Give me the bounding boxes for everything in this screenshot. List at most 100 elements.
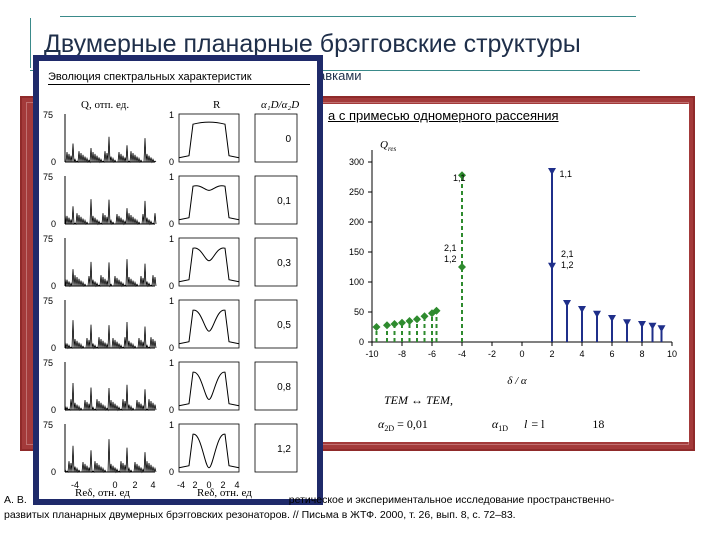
formula-line-2: α2D = 0,01 α1D l = l 18 bbox=[378, 417, 604, 433]
r-row-curve bbox=[178, 185, 240, 221]
r-x-tick: 0 bbox=[206, 480, 211, 490]
title-vertical-rule bbox=[30, 18, 31, 68]
ratio-value: 0,1 bbox=[277, 196, 291, 207]
q-chart-labels: -10 -8 -6 -4 -2 0 2 4 6 8 100501001502002503001,12… bbox=[349, 157, 677, 359]
x-tick-label: -2 bbox=[488, 349, 496, 359]
r-tick-bottom: 0 bbox=[169, 219, 174, 229]
q-point-diamond bbox=[420, 312, 429, 321]
q-tick-bottom: 0 bbox=[51, 281, 56, 291]
reference-citation: А. В. ретическое и экспериментальное иссл… bbox=[4, 493, 716, 523]
q-point-diamond bbox=[458, 171, 466, 180]
r-x-tick: -4 bbox=[177, 480, 185, 490]
ratio-row-frame bbox=[254, 361, 298, 411]
q-row-spectrum bbox=[65, 136, 157, 164]
reference-title-tail: ретическое и экспериментальное исследова… bbox=[288, 494, 615, 506]
r-tick-bottom: 0 bbox=[169, 405, 174, 415]
r-tick-top: 1 bbox=[169, 358, 174, 368]
q-point-diamond bbox=[432, 306, 441, 315]
q-point-diamond bbox=[413, 315, 421, 324]
spectral-evolution-grid: Q, отп. ед. R α₁D/α₂D 75 0 1 0 0 75 0 1 0 0,1 75 0 1… bbox=[43, 99, 299, 499]
r-row-curve bbox=[178, 121, 240, 159]
formula-line-1: TEM ↔ TEM, bbox=[384, 393, 453, 407]
q-chart-xlabel: δ / α bbox=[507, 375, 527, 387]
x-tick-label: -6 bbox=[428, 349, 436, 359]
q-point-diamond bbox=[398, 318, 406, 327]
q-point-triangle bbox=[548, 262, 556, 270]
q-res-chart: -10 -8 -6 -4 -2 0 2 4 6 8 100501001502002503001,12… bbox=[349, 139, 677, 433]
spectral-evolution-panel bbox=[33, 55, 323, 505]
r-tick-bottom: 0 bbox=[169, 343, 174, 353]
r-row-frame bbox=[178, 299, 240, 349]
q-tick-bottom: 0 bbox=[51, 405, 56, 415]
ratio-row-frame bbox=[254, 237, 298, 287]
x-tick-label: -8 bbox=[398, 349, 406, 359]
r-tick-top: 1 bbox=[169, 172, 174, 182]
q-point-triangle bbox=[638, 321, 646, 328]
q-point-triangle bbox=[648, 322, 657, 330]
ratio-row-frame bbox=[254, 299, 298, 349]
q-point-triangle bbox=[623, 319, 631, 327]
ratio-value: 1,2 bbox=[277, 444, 291, 455]
ratio-value: 0 bbox=[285, 134, 291, 145]
q-point-diamond bbox=[458, 263, 466, 271]
r-column-header: R bbox=[213, 99, 221, 111]
x-tick-label: -4 bbox=[458, 349, 466, 359]
r-row-curve bbox=[178, 247, 240, 283]
x-tick-label: 6 bbox=[609, 349, 614, 359]
q-x-tick: 2 bbox=[132, 480, 137, 490]
ratio-row-frame bbox=[254, 423, 298, 473]
q-tick-top: 75 bbox=[43, 358, 53, 368]
ratio-column-header: α₁D/α₂D bbox=[261, 99, 299, 111]
r-row-frame bbox=[178, 113, 240, 163]
r-row-frame bbox=[178, 175, 240, 225]
evo-q-xlabel: Reδ, отн. ед bbox=[75, 487, 130, 499]
ratio-value: 0,3 bbox=[277, 258, 291, 269]
title-top-rule bbox=[60, 16, 636, 17]
evolution-row: 75 0 1 0 0,1 bbox=[43, 172, 298, 229]
y-tick-label: 300 bbox=[349, 157, 364, 167]
q-point-diamond bbox=[372, 323, 381, 331]
q-tick-bottom: 0 bbox=[51, 467, 56, 477]
r-x-tick: 2 bbox=[192, 480, 197, 490]
x-tick-label: 2 bbox=[549, 349, 554, 359]
q-tick-bottom: 0 bbox=[51, 343, 56, 353]
r-tick-bottom: 0 bbox=[169, 157, 174, 167]
r-tick-top: 1 bbox=[169, 110, 174, 120]
mode-annotation: 1,2 bbox=[561, 260, 574, 270]
q-x-tick: 0 bbox=[112, 480, 117, 490]
r-x-tick: 4 bbox=[234, 480, 239, 490]
q-point-diamond bbox=[405, 317, 414, 325]
resonance-q-plot-panel bbox=[322, 104, 689, 442]
q-x-tick: -4 bbox=[71, 480, 79, 490]
x-tick-label: 10 bbox=[667, 349, 677, 359]
q-chart-marks bbox=[372, 168, 666, 342]
r-tick-bottom: 0 bbox=[169, 281, 174, 291]
q-point-diamond bbox=[390, 320, 399, 328]
q-point-triangle bbox=[593, 310, 601, 318]
x-tick-label: -10 bbox=[365, 349, 378, 359]
evolution-row: 75 0 1 0 0,8 bbox=[43, 358, 298, 415]
y-tick-label: 250 bbox=[349, 187, 364, 197]
q-tick-top: 75 bbox=[43, 420, 53, 430]
q-column-header: Q, отп. ед. bbox=[81, 99, 129, 111]
evolution-row: 75 0 1 0 1,2 bbox=[43, 420, 298, 477]
evolution-row: 75 0 1 0 0 bbox=[43, 110, 298, 167]
mode-annotation: 1,1 bbox=[560, 169, 573, 179]
evo-r-xlabel: Reδ, отн. ед bbox=[197, 487, 252, 499]
mode-annotation: 2,1 bbox=[561, 249, 574, 259]
q-row-spectrum bbox=[64, 382, 157, 412]
q-point-triangle bbox=[563, 300, 571, 307]
y-tick-label: 100 bbox=[349, 277, 364, 287]
ratio-row-frame bbox=[254, 175, 298, 225]
plot-caption: а с примесью одномерного рассеяния bbox=[328, 108, 559, 123]
ratio-row-frame bbox=[254, 113, 298, 163]
r-row-curve bbox=[178, 371, 240, 407]
r-x-tick: 2 bbox=[220, 480, 225, 490]
evolution-row: 75 0 1 0 0,3 bbox=[43, 234, 298, 291]
q-tick-top: 75 bbox=[43, 234, 53, 244]
slide-title: Двумерные планарные брэгговские структур… bbox=[44, 30, 581, 58]
x-tick-label: 4 bbox=[579, 349, 584, 359]
q-point-diamond bbox=[383, 321, 391, 330]
y-tick-label: 150 bbox=[349, 247, 364, 257]
spectral-evolution-label: Эволюция спектральных характеристик bbox=[48, 71, 252, 83]
